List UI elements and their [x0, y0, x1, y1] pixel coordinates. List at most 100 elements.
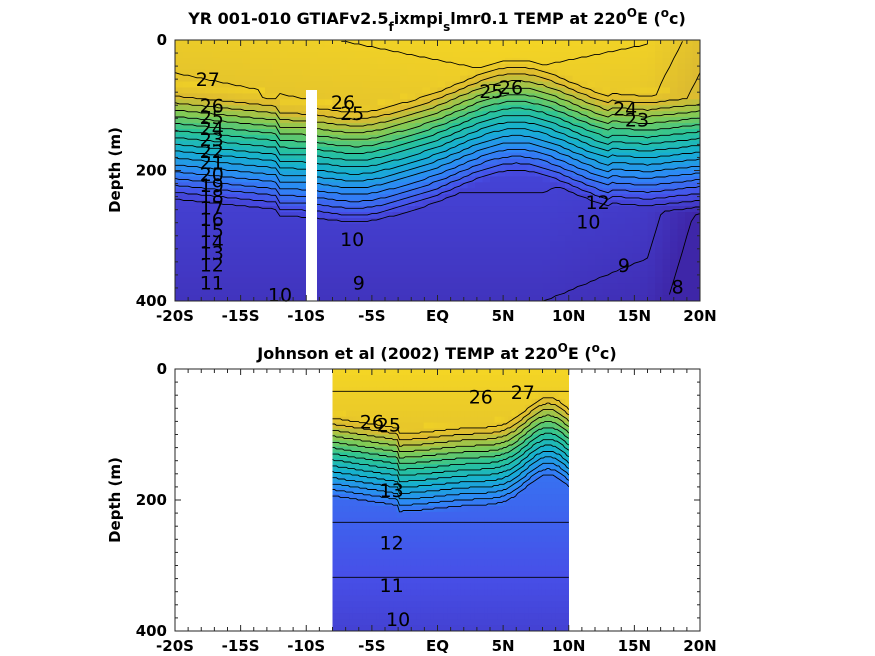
- field-cell: [182, 223, 191, 231]
- field-cell: [512, 289, 521, 296]
- field-cell: [366, 434, 371, 442]
- field-cell: [430, 369, 435, 376]
- field-cell: [602, 194, 611, 201]
- field-cell: [427, 500, 431, 507]
- field-cell: [445, 247, 454, 255]
- field-cell: [280, 188, 289, 195]
- field-cell: [362, 105, 371, 112]
- field-cell: [505, 93, 514, 100]
- field-cell: [580, 123, 589, 130]
- field-cell: [625, 247, 634, 255]
- field-cell: [377, 289, 386, 296]
- field-cell: [272, 182, 281, 189]
- field-cell: [205, 253, 214, 261]
- field-cell: [335, 559, 340, 567]
- field-cell: [677, 152, 686, 160]
- field-cell: [692, 229, 700, 237]
- field-cell: [366, 625, 371, 631]
- field-cell: [422, 176, 431, 183]
- field-cell: [325, 152, 334, 160]
- field-cell: [403, 434, 408, 442]
- field-cell: [317, 259, 326, 267]
- field-cell: [370, 283, 379, 290]
- field-cell: [430, 517, 435, 525]
- field-cell: [332, 577, 337, 584]
- contour-line-22: [175, 94, 700, 140]
- field-cell: [572, 51, 581, 59]
- field-cell: [317, 200, 326, 207]
- field-cell: [379, 613, 384, 620]
- field-cell: [362, 482, 367, 489]
- field-cell: [427, 523, 431, 531]
- field-cell: [430, 404, 435, 412]
- field-cell: [647, 134, 656, 142]
- field-cell: [572, 200, 581, 207]
- field-cell: [220, 289, 229, 296]
- field-cell: [407, 134, 416, 142]
- field-cell: [379, 386, 384, 394]
- field-cell: [257, 146, 266, 154]
- field-cell: [505, 45, 514, 53]
- field-cell: [460, 470, 465, 477]
- field-cell: [580, 81, 589, 89]
- field-cell: [205, 134, 214, 142]
- field-cell: [347, 87, 356, 94]
- field-cell: [482, 128, 491, 136]
- field-cell: [460, 386, 465, 394]
- field-cell: [632, 51, 641, 59]
- field-cell: [272, 140, 281, 148]
- field-cell: [250, 235, 259, 243]
- field-cell: [542, 158, 551, 166]
- field-cell: [572, 283, 581, 290]
- field-cell: [349, 482, 354, 489]
- field-cell: [287, 253, 296, 261]
- field-cell: [272, 158, 281, 166]
- field-cell: [452, 229, 461, 237]
- field-cell: [182, 206, 191, 213]
- field-cell: [685, 111, 694, 118]
- field-cell: [692, 182, 700, 189]
- field-cell: [640, 45, 649, 53]
- field-cell: [550, 241, 559, 249]
- field-cell: [347, 146, 356, 154]
- field-cell: [416, 571, 421, 578]
- field-cell: [325, 134, 334, 142]
- field-cell: [410, 422, 415, 430]
- field-cell: [542, 182, 551, 189]
- field-cell: [366, 398, 371, 406]
- field-cell: [433, 601, 438, 608]
- field-cell: [565, 271, 574, 278]
- field-cell: [369, 494, 374, 501]
- field-cell: [413, 577, 418, 584]
- field-cell: [212, 229, 221, 237]
- field-cell: [587, 277, 596, 284]
- field-cell: [386, 434, 391, 442]
- field-cell: [464, 380, 469, 388]
- field-cell: [454, 428, 458, 436]
- field-cell: [356, 464, 361, 471]
- field-cell: [557, 206, 566, 213]
- field-cell: [393, 541, 398, 549]
- field-cell: [400, 123, 409, 130]
- field-cell: [535, 105, 544, 112]
- field-cell: [640, 75, 649, 83]
- field-cell: [332, 229, 341, 237]
- field-cell: [347, 182, 356, 189]
- field-cell: [445, 265, 454, 272]
- field-cell: [662, 57, 671, 65]
- field-cell: [362, 123, 371, 130]
- field-cell: [625, 212, 634, 219]
- field-cell: [359, 517, 364, 525]
- field-cell: [392, 63, 401, 71]
- field-cell: [362, 547, 367, 555]
- field-cell: [595, 170, 604, 178]
- field-cell: [520, 170, 529, 178]
- field-cell: [325, 123, 334, 130]
- field-cell: [443, 392, 448, 400]
- field-cell: [220, 51, 229, 59]
- field-cell: [335, 565, 340, 573]
- field-cell: [385, 146, 394, 154]
- field-cell: [595, 194, 604, 201]
- field-cell: [692, 241, 700, 249]
- field-cell: [413, 446, 418, 453]
